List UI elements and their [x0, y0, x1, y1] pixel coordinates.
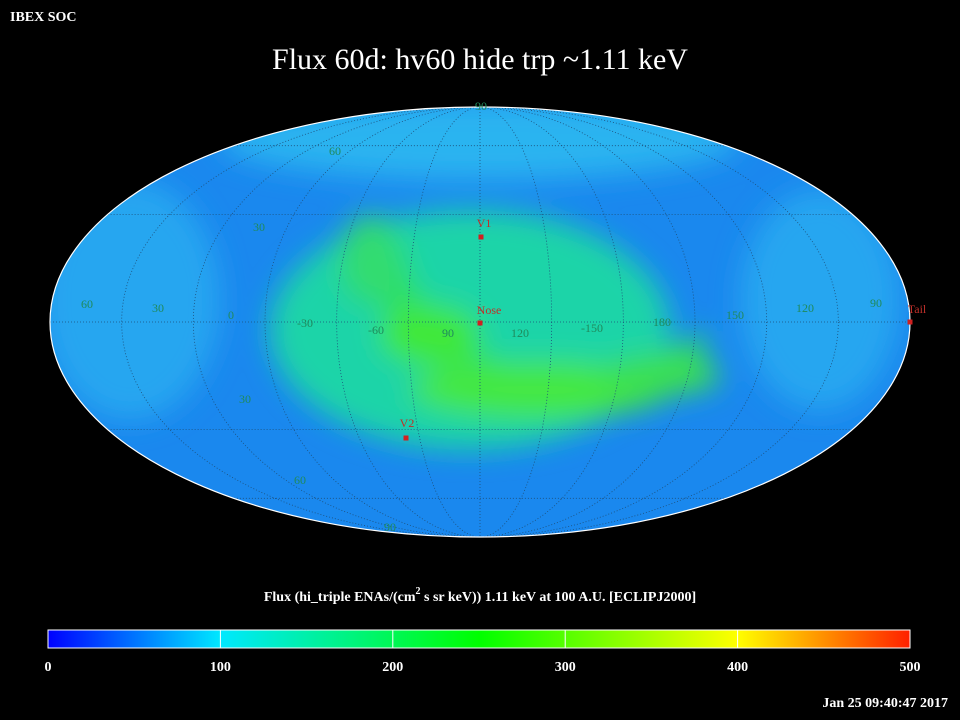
longitude-label: 90: [442, 326, 454, 340]
point-marker: [477, 320, 483, 326]
longitude-label: 180: [653, 315, 671, 329]
timestamp: Jan 25 09:40:47 2017: [822, 696, 948, 711]
sky-map: [50, 107, 910, 537]
title: Flux 60d: hv60 hide trp ~1.11 keV: [272, 43, 688, 76]
longitude-label: 0: [228, 308, 234, 322]
point-label: V2: [400, 416, 415, 430]
colorbar-tick-label: 400: [727, 660, 748, 675]
point-marker: [403, 435, 409, 441]
latitude-label: 60: [329, 144, 341, 158]
latitude-label: 30: [239, 392, 251, 406]
latitude-label: 90: [384, 520, 396, 534]
colorbar: [47, 629, 911, 649]
graticule-labels: 60 30 0 -30 -60 90 120 -150 180 150 120 90 90 60 30 30 6…: [81, 99, 882, 534]
latitude-label: 60: [294, 473, 306, 487]
point-label: V1: [477, 216, 492, 230]
flux-features: [50, 107, 900, 450]
longitude-label: -60: [368, 323, 384, 337]
meridian: [121, 107, 839, 537]
longitude-label: 120: [511, 326, 529, 340]
colorbar-title: Flux (hi_triple ENAs/(cm2 s sr keV)) 1.1…: [264, 586, 696, 605]
colorbar-tick-label: 0: [45, 660, 52, 675]
points: V1 Nose V2 Tail: [400, 216, 927, 441]
point-marker: [478, 234, 484, 240]
latitude-label: 30: [253, 220, 265, 234]
colorbar-tick-label: 500: [900, 660, 921, 675]
longitude-label: 150: [726, 308, 744, 322]
colorbar-title-part: s sr keV)) 1.11 keV at 100 A.U. [ECLIPJ2…: [421, 590, 697, 605]
colorbar-ticks: 0 100 200 300 400 500: [45, 630, 921, 675]
meridian: [192, 107, 768, 537]
colorbar-tick-label: 200: [382, 660, 403, 675]
longitude-label: 60: [81, 297, 93, 311]
colorbar-title-part: Flux (hi_triple ENAs/(cm: [264, 590, 416, 605]
colorbar-tick-label: 100: [210, 660, 231, 675]
point-label: Nose: [477, 303, 502, 317]
latitude-label: 90: [475, 99, 487, 113]
colorbar-tick-label: 300: [555, 660, 576, 675]
longitude-label: -30: [297, 316, 313, 330]
point-label: Tail: [908, 302, 927, 316]
longitude-label: 30: [152, 301, 164, 315]
colorbar-title-superscript: 2: [416, 586, 421, 597]
point-marker: [907, 319, 913, 325]
header: IBEX SOC: [10, 10, 77, 25]
longitude-label: 120: [796, 301, 814, 315]
longitude-label: -150: [581, 321, 603, 335]
longitude-label: 90: [870, 296, 882, 310]
